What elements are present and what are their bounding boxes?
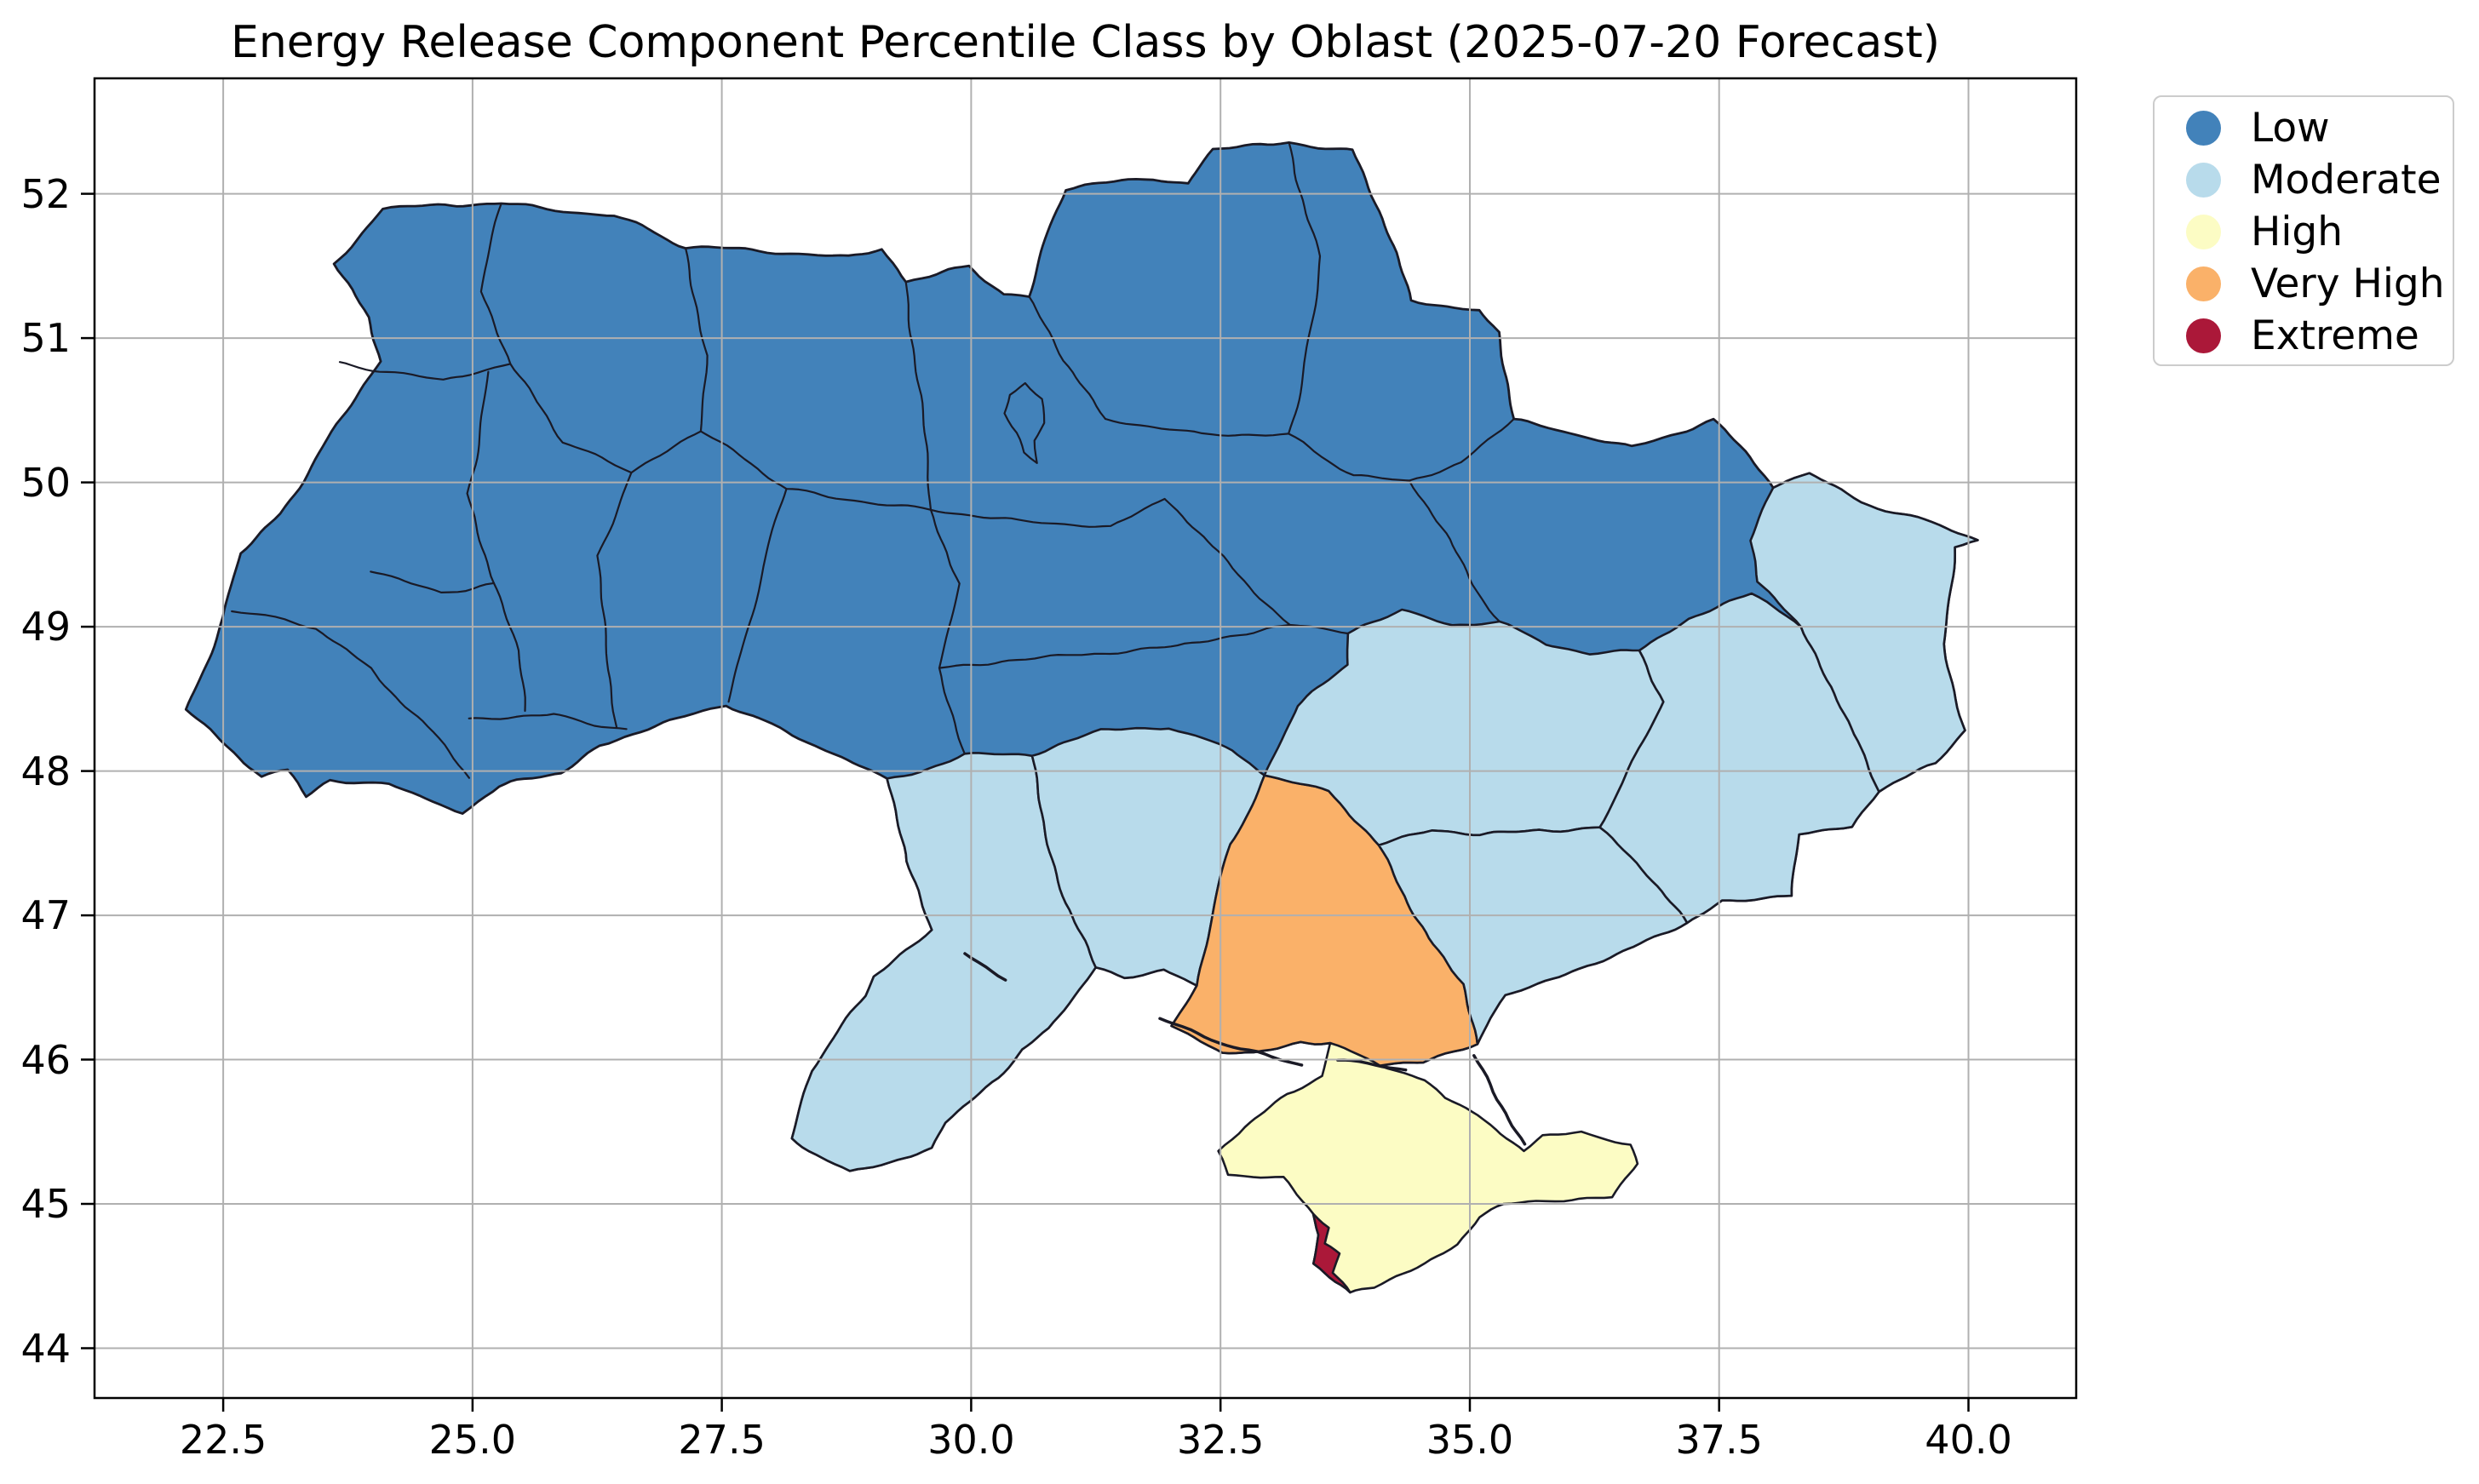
border-zhytomyr-kyiv	[904, 281, 932, 511]
map-regions	[790, 472, 1979, 1294]
y-tick-label-51: 51	[20, 315, 71, 362]
border-poltava-kharkiv	[1408, 479, 1501, 623]
x-tick-label-32.5: 32.5	[1176, 1417, 1265, 1463]
legend-item-low: Low	[2155, 102, 2453, 154]
border-kyiv-chernihiv	[1028, 295, 1107, 421]
y-tick-label-49: 49	[20, 604, 71, 650]
x-tick-label-30.0: 30.0	[927, 1417, 1015, 1463]
border-cherkasy-kirovohrad	[938, 623, 1291, 669]
y-tick-label-50: 50	[20, 459, 71, 506]
y-tick-label-45: 45	[20, 1181, 71, 1228]
y-tick-label-44: 44	[20, 1325, 71, 1372]
legend-label-extreme: Extreme	[2251, 312, 2419, 359]
border-rivne-zhytomyr	[685, 247, 709, 433]
legend: Low Moderate High Very High Extreme	[2153, 95, 2454, 366]
y-tick-label-52: 52	[20, 170, 71, 217]
legend-item-moderate: Moderate	[2155, 154, 2453, 206]
legend-label-very-high: Very High	[2251, 261, 2445, 307]
border-zakarpattia-ridge	[231, 610, 470, 779]
border-ivanofrankivsk-ternopil	[492, 582, 526, 713]
border-lviv-ivanofrankivsk	[370, 570, 495, 593]
x-tick-label-35.0: 35.0	[1426, 1417, 1514, 1463]
x-tick-label-27.5: 27.5	[678, 1417, 766, 1463]
border-chernihiv-south	[1104, 417, 1290, 437]
border-chernivtsi-north	[468, 713, 628, 731]
region-sevastopol	[1311, 1212, 1351, 1294]
legend-label-high: High	[2251, 209, 2344, 255]
axes-frame	[81, 77, 2078, 1412]
border-khmelnytskyi-vinnytsia	[727, 488, 788, 703]
region-zaporizhzhia	[1377, 826, 1689, 1046]
x-tick-label-40.0: 40.0	[1925, 1417, 2012, 1463]
y-tick-label-46: 46	[20, 1036, 71, 1083]
border-ternopil-khmelnytskyi	[596, 472, 633, 728]
legend-item-high: High	[2155, 206, 2453, 258]
legend-marker-moderate-icon	[2186, 163, 2221, 198]
legend-marker-very-high-icon	[2186, 266, 2221, 301]
region-donetsk	[1598, 592, 1880, 925]
legend-label-moderate: Moderate	[2251, 157, 2442, 203]
border-volyn-rivne-south	[338, 361, 702, 474]
border-kyiv-city	[1003, 381, 1046, 464]
legend-label-low: Low	[2251, 105, 2330, 152]
border-zhytomyr-south	[699, 430, 932, 511]
region-crimea	[1217, 1041, 1639, 1294]
y-tick-label-48: 48	[20, 748, 71, 794]
border-kyiv-cherkasy	[929, 497, 1166, 528]
region-luhansk	[1749, 472, 1979, 794]
border-sumy-poltava	[1288, 433, 1410, 482]
legend-item-extreme: Extreme	[2155, 310, 2453, 362]
y-tick-label-47: 47	[20, 892, 71, 939]
legend-marker-extreme-icon	[2186, 318, 2221, 353]
x-tick-label-22.5: 22.5	[179, 1417, 267, 1463]
chart-title: Energy Release Component Percentile Clas…	[230, 17, 1941, 68]
x-tick-label-25.0: 25.0	[428, 1417, 517, 1463]
border-sumy-kharkiv	[1408, 418, 1515, 482]
gridlines	[95, 78, 2076, 1398]
legend-marker-low-icon	[2186, 111, 2221, 146]
legend-marker-high-icon	[2186, 215, 2221, 249]
border-chernihiv-sumy	[1288, 141, 1322, 435]
border-vinnytsia-cherkasy	[929, 508, 966, 755]
legend-item-very-high: Very High	[2155, 258, 2453, 310]
border-volyn-rivne	[479, 202, 512, 365]
x-tick-label-37.5: 37.5	[1675, 1417, 1763, 1463]
